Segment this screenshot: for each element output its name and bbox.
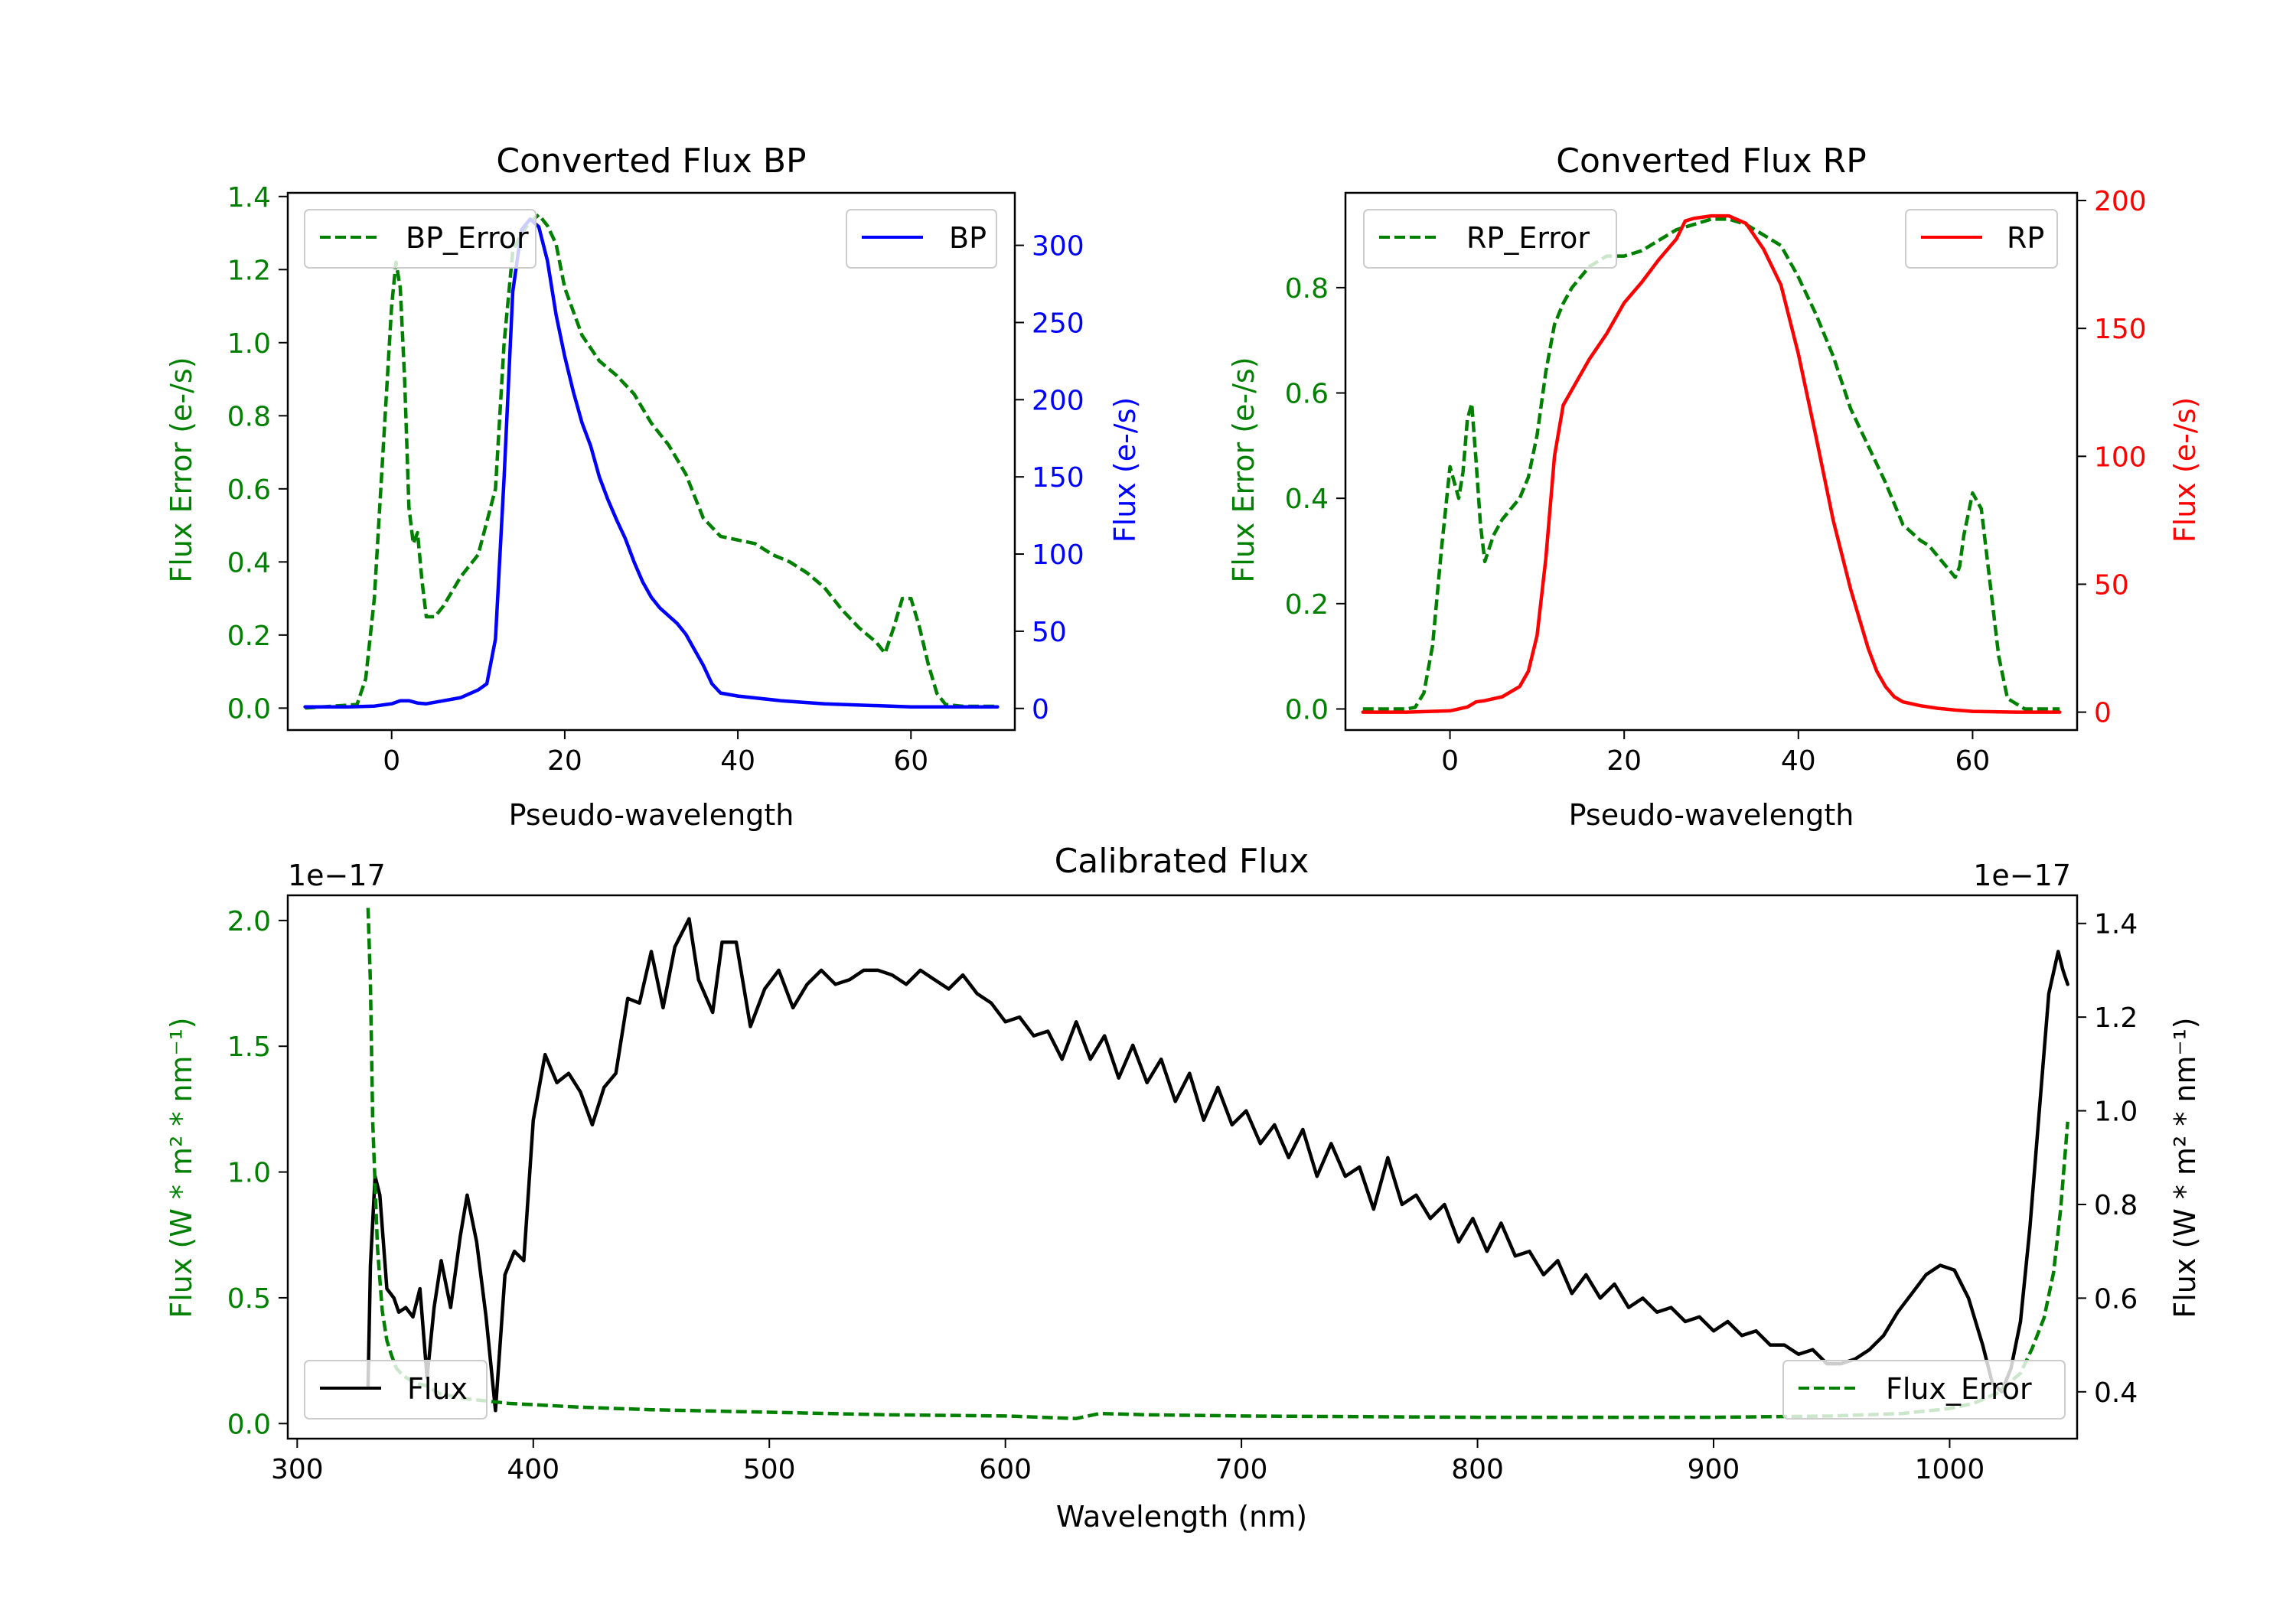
rp-series-rp-error [1362,217,2060,711]
bp-ytick-right-label: 150 [1032,462,1084,494]
cal-ytick-right-label: 0.8 [2094,1190,2138,1221]
bp-legend-right: BP [846,209,997,269]
bp-ytick-right-label: 0 [1032,694,1049,725]
bp-ytick-right-label: 200 [1032,385,1084,416]
bp-ytick-left-label: 0.0 [227,693,271,725]
rp-xlabel: Pseudo-wavelength [1569,798,1854,832]
rp-ytick-left-label: 0.6 [1285,379,1329,410]
cal-ytick-right-label: 1.0 [2094,1097,2138,1128]
calibrated-panel: Calibrated Flux 300 400 500 600 700 800 900 100… [165,842,2202,1534]
cal-ytick-right-label: 1.4 [2094,909,2138,940]
bp-plot-frame [286,191,1016,732]
rp-xtick-label: 0 [1441,745,1459,777]
rp-ytick-left-label: 0.4 [1285,484,1329,515]
cal-xtick-label: 600 [979,1454,1032,1485]
rp-ytick-right-label: 100 [2094,442,2147,473]
bp-ytick-left-label: 1.2 [227,255,271,286]
rp-ytick-left-label: 0.8 [1285,273,1329,305]
cal-ylabel-left: Flux (W * m² * nm⁻¹) [165,1017,198,1318]
rp-plot-frame [1344,191,2079,732]
bp-ylabel-right: Flux (e-/s) [1108,397,1142,543]
rp-ylabel-right: Flux (e-/s) [2168,397,2202,543]
cal-legend-right-label: Flux_Error [1886,1372,2032,1406]
bp-ytick-left-label: 0.8 [227,401,271,432]
rp-ytick-right-label: 150 [2094,314,2147,345]
cal-xtick-label: 1000 [1915,1454,1985,1485]
bp-xtick-label: 60 [893,745,928,777]
cal-xtick-label: 700 [1215,1454,1268,1485]
bp-xtick-label: 20 [547,745,582,777]
rp-legend-right: RP [1905,209,2058,269]
bp-panel: Converted Flux BP 0 20 40 60 0.0 0.2 0.4 0.6 0.8… [165,142,1142,832]
rp-ylabel-left: Flux Error (e-/s) [1227,357,1261,582]
cal-ytick-right-label: 0.4 [2094,1377,2138,1409]
cal-offset-right: 1e−17 [1973,859,2071,892]
rp-title: Converted Flux RP [1556,142,1867,181]
cal-plot-frame [286,894,2079,1440]
bp-ytick-right-label: 100 [1032,539,1084,571]
bp-series-bp [303,217,1000,709]
cal-ytick-left-label: 0.5 [227,1283,271,1315]
cal-series-flux [366,917,2069,1413]
cal-legend-left: Flux [304,1360,488,1420]
rp-xtick-label: 60 [1955,745,1991,777]
bp-ytick-left-label: 1.0 [227,328,271,360]
cal-xtick-label: 500 [743,1454,796,1485]
bp-xtick-label: 0 [383,745,400,777]
cal-title: Calibrated Flux [1055,842,1309,881]
cal-ytick-right-label: 1.2 [2094,1002,2138,1034]
bp-ytick-right-label: 50 [1032,617,1067,648]
rp-ytick-left-label: 0.0 [1285,694,1329,725]
rp-legend-left: RP_Error [1363,209,1617,269]
cal-xtick-label: 800 [1451,1454,1504,1485]
rp-ytick-right-label: 50 [2094,569,2129,601]
cal-xtick-label: 300 [271,1454,324,1485]
bp-legend-left-label: BP_Error [406,221,529,255]
bp-ytick-left-label: 0.4 [227,547,271,579]
bp-ytick-left-label: 1.4 [227,182,271,214]
rp-ytick-left-label: 0.2 [1285,589,1329,621]
rp-legend-left-label: RP_Error [1466,221,1590,255]
rp-series [1361,214,2062,714]
cal-legend-left-label: Flux [407,1372,468,1406]
rp-ytick-right-label: 0 [2094,698,2112,729]
cal-ylabel-right: Flux (W * m² * nm⁻¹) [2168,1017,2202,1318]
cal-legend-right: Flux_Error [1782,1360,2066,1420]
rp-axes: 0 20 40 60 0.0 0.2 0.4 0.6 0.8 0 50 100 150 200 [1285,186,2147,777]
cal-xlabel: Wavelength (nm) [1056,1500,1307,1534]
cal-ytick-left-label: 2.0 [227,906,271,937]
cal-ytick-left-label: 0.0 [227,1409,271,1440]
bp-ytick-left-label: 0.6 [227,474,271,506]
bp-series-bp-error [305,213,998,710]
rp-xtick-label: 20 [1606,745,1642,777]
cal-offset-left: 1e−17 [288,859,386,892]
bp-legend-right-label: BP [949,221,987,255]
bp-ytick-right-label: 300 [1032,231,1084,262]
bp-ytick-right-label: 250 [1032,308,1084,339]
rp-ytick-right-label: 200 [2094,186,2147,217]
bp-legend-left: BP_Error [304,209,536,269]
cal-xtick-label: 400 [507,1454,559,1485]
cal-ytick-left-label: 1.5 [227,1032,271,1063]
rp-series-rp [1361,214,2062,714]
cal-xtick-label: 900 [1688,1454,1740,1485]
bp-ytick-left-label: 0.2 [227,621,271,652]
cal-ytick-left-label: 1.0 [227,1158,271,1189]
rp-panel: Converted Flux RP 0 20 40 60 0.0 0.2 0.4 0.6 0.8… [1227,142,2202,832]
cal-ytick-right-label: 0.6 [2094,1283,2138,1315]
bp-xlabel: Pseudo-wavelength [509,798,794,832]
bp-title: Converted Flux BP [496,142,806,181]
bp-ylabel-left: Flux Error (e-/s) [165,357,198,582]
bp-series [303,213,1000,710]
bp-xtick-label: 40 [720,745,755,777]
bp-axes: 0 20 40 60 0.0 0.2 0.4 0.6 0.8 1.0 1.2 1.4 0 50 100 150… [227,182,1084,777]
rp-xtick-label: 40 [1781,745,1816,777]
rp-legend-right-label: RP [2007,221,2044,255]
